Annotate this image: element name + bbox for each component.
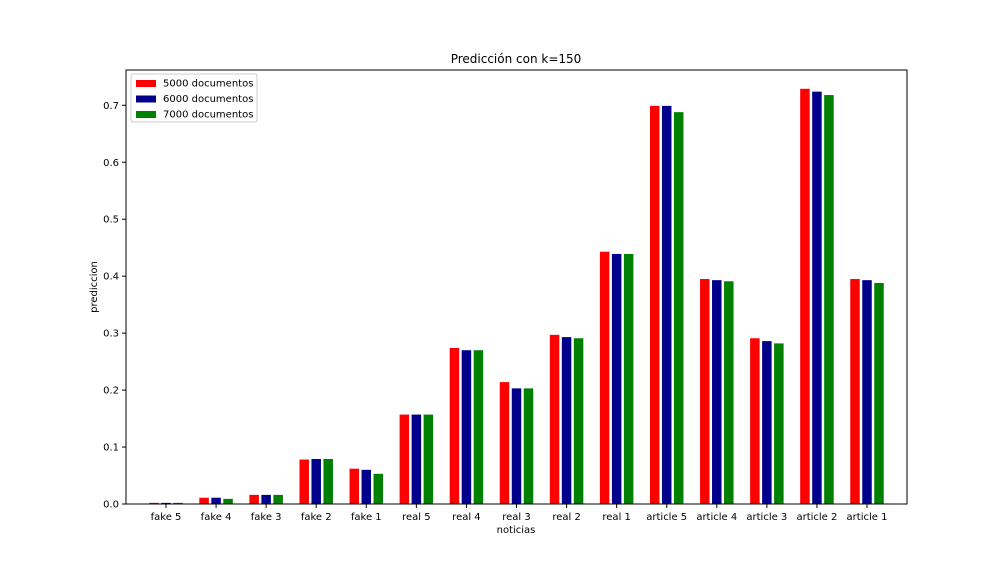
x-tick-label: article 3 — [746, 512, 787, 523]
y-tick-label: 0.4 — [103, 272, 119, 283]
legend-label-3: 7000 documentos — [163, 110, 253, 121]
bar-fake-3-series-3 — [273, 494, 283, 504]
bar-real-4-series-2 — [461, 350, 472, 504]
bar-fake-4-series-2 — [211, 497, 221, 504]
x-tick-label: fake 4 — [201, 512, 232, 523]
x-tick-label: real 3 — [502, 512, 531, 523]
y-axis: 0.0 0.1 0.2 0.3 0.4 0.5 0.6 0.7 — [103, 101, 126, 511]
x-tick-label: real 1 — [602, 512, 631, 523]
y-axis-title: prediccion — [89, 261, 100, 313]
bar-real-5-series-2 — [411, 414, 422, 504]
bar-fake-4-series-1 — [199, 497, 209, 504]
bar-real-2-series-2 — [561, 337, 572, 504]
bar-real-3-series-3 — [523, 388, 534, 504]
y-tick-label: 0.1 — [103, 443, 119, 454]
x-tick-label: article 2 — [796, 512, 837, 523]
bar-article-5-series-3 — [673, 112, 684, 505]
bar-article-1-series-3 — [874, 283, 884, 504]
bar-article-4-series-1 — [700, 279, 710, 504]
x-tick-label: real 4 — [452, 512, 481, 523]
bar-article-4-series-2 — [712, 280, 722, 504]
legend-label-1: 5000 documentos — [163, 79, 253, 90]
bar-real-1-series-1 — [599, 251, 610, 504]
bar-fake-3-series-2 — [261, 494, 271, 504]
bar-fake-5-series-1 — [149, 502, 159, 504]
bars-group — [149, 88, 884, 505]
bar-fake-1-series-2 — [361, 469, 372, 504]
y-tick-label: 0.0 — [103, 500, 119, 511]
x-axis-title: noticias — [497, 525, 536, 536]
bar-fake-2-series-2 — [311, 459, 321, 504]
bar-fake-5-series-3 — [173, 502, 183, 504]
bar-fake-2-series-1 — [299, 459, 309, 504]
bar-article-5-series-2 — [661, 105, 672, 504]
x-tick-label: article 1 — [847, 512, 888, 523]
y-tick-label: 0.7 — [103, 101, 119, 112]
bar-article-3-series-2 — [762, 341, 772, 504]
bar-article-4-series-3 — [724, 281, 734, 504]
bar-article-2-series-2 — [812, 91, 822, 504]
bar-article-1-series-1 — [850, 279, 860, 504]
chart-title: Predicción con k=150 — [451, 52, 582, 66]
bar-fake-1-series-1 — [349, 468, 360, 504]
x-tick-label: fake 3 — [251, 512, 282, 523]
legend-swatch-1 — [136, 80, 156, 87]
bar-real-3-series-1 — [499, 382, 510, 504]
bar-fake-4-series-3 — [223, 498, 233, 504]
bar-article-3-series-3 — [774, 343, 784, 504]
y-tick-label: 0.5 — [103, 215, 119, 226]
x-axis: fake 5 fake 4 fake 3 fake 2 fake 1 real 5 real… — [151, 504, 888, 523]
bar-real-1-series-2 — [611, 253, 622, 504]
x-tick-label: article 4 — [696, 512, 737, 523]
y-tick-label: 0.3 — [103, 329, 119, 340]
legend: 5000 documentos 6000 documentos 7000 docum… — [130, 73, 258, 123]
bar-article-1-series-2 — [862, 280, 872, 504]
y-tick-label: 0.6 — [103, 158, 119, 169]
x-tick-label: real 2 — [552, 512, 581, 523]
bar-real-3-series-2 — [511, 388, 522, 504]
bar-fake-1-series-3 — [373, 473, 384, 504]
bar-real-2-series-3 — [573, 338, 584, 504]
bar-fake-3-series-1 — [249, 494, 259, 504]
bar-article-2-series-1 — [800, 88, 810, 505]
x-tick-label: fake 5 — [151, 512, 182, 523]
bar-real-2-series-1 — [549, 334, 560, 504]
bar-fake-5-series-2 — [161, 502, 171, 504]
x-tick-label: article 5 — [646, 512, 687, 523]
x-tick-label: real 5 — [402, 512, 431, 523]
y-tick-label: 0.2 — [103, 386, 119, 397]
bar-real-5-series-1 — [399, 414, 410, 504]
x-tick-label: fake 1 — [351, 512, 382, 523]
legend-swatch-3 — [136, 111, 156, 118]
legend-box — [130, 73, 258, 123]
legend-swatch-2 — [136, 95, 156, 103]
bar-article-5-series-1 — [649, 105, 660, 504]
bar-article-3-series-1 — [750, 338, 760, 504]
legend-label-2: 6000 documentos — [163, 94, 253, 105]
bar-article-2-series-3 — [824, 95, 834, 504]
x-tick-label: fake 2 — [301, 512, 332, 523]
bar-real-4-series-3 — [473, 350, 484, 504]
bar-real-5-series-3 — [423, 414, 434, 504]
bar-real-4-series-1 — [449, 347, 460, 504]
bar-real-1-series-3 — [623, 253, 634, 504]
bar-fake-2-series-3 — [323, 459, 333, 504]
